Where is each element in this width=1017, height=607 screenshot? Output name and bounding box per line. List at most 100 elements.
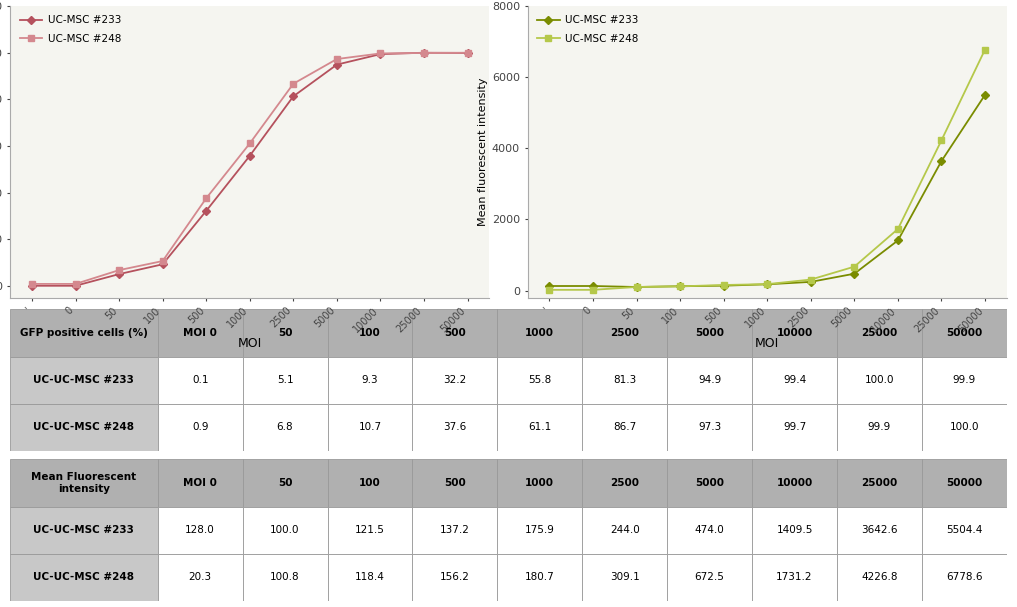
Bar [327,554,413,601]
Legend: UC-MSC #233, UC-MSC #248: UC-MSC #233, UC-MSC #248 [15,12,125,48]
Text: 32.2: 32.2 [443,375,467,385]
Bar [10,356,158,404]
Text: 25000: 25000 [861,328,898,338]
Text: Mean Fluorescent
intensity: Mean Fluorescent intensity [32,472,136,493]
Bar [158,356,243,404]
Text: 4226.8: 4226.8 [861,572,898,582]
Bar [413,507,497,554]
Bar [413,356,497,404]
Bar [837,404,922,451]
Bar [837,554,922,601]
Text: UC-UC-MSC #233: UC-UC-MSC #233 [34,375,134,385]
Bar [243,310,327,356]
Bar [158,507,243,554]
Text: 309.1: 309.1 [610,572,640,582]
Bar [413,554,497,601]
Text: 2500: 2500 [610,328,640,338]
Text: 99.4: 99.4 [783,375,806,385]
Text: 5504.4: 5504.4 [946,525,982,535]
Bar [327,404,413,451]
Bar [243,404,327,451]
Text: 100.0: 100.0 [864,375,894,385]
Bar [497,554,583,601]
Bar [583,507,667,554]
Text: 244.0: 244.0 [610,525,640,535]
Bar [158,554,243,601]
Text: 100.8: 100.8 [271,572,300,582]
Text: 137.2: 137.2 [440,525,470,535]
Bar [837,459,922,507]
Text: 86.7: 86.7 [613,422,637,432]
Bar [583,459,667,507]
Y-axis label: Mean fluorescent intensity: Mean fluorescent intensity [478,78,488,226]
Bar [497,356,583,404]
Bar [837,310,922,356]
Text: 10000: 10000 [776,478,813,488]
Text: 50000: 50000 [946,328,982,338]
Text: 5000: 5000 [696,478,724,488]
Legend: UC-MSC #233, UC-MSC #248: UC-MSC #233, UC-MSC #248 [533,12,643,48]
Text: 6.8: 6.8 [277,422,293,432]
Text: 50000: 50000 [946,478,982,488]
Text: UC-UC-MSC #248: UC-UC-MSC #248 [34,422,134,432]
Text: 100.0: 100.0 [271,525,300,535]
Bar [158,310,243,356]
Text: 128.0: 128.0 [185,525,215,535]
Text: 10000: 10000 [776,328,813,338]
Bar [497,310,583,356]
Bar [243,554,327,601]
Text: 5000: 5000 [696,328,724,338]
Text: 156.2: 156.2 [440,572,470,582]
Text: 121.5: 121.5 [355,525,384,535]
Text: 61.1: 61.1 [528,422,551,432]
Text: 10.7: 10.7 [358,422,381,432]
Text: 175.9: 175.9 [525,525,554,535]
Text: 118.4: 118.4 [355,572,384,582]
Text: 97.3: 97.3 [698,422,721,432]
Text: 81.3: 81.3 [613,375,637,385]
Bar [922,554,1007,601]
Text: 1000: 1000 [526,328,554,338]
Text: 94.9: 94.9 [698,375,721,385]
Text: 99.9: 99.9 [868,422,891,432]
Bar [753,356,837,404]
Text: 9.3: 9.3 [362,375,378,385]
Text: 20.3: 20.3 [188,572,212,582]
Text: 500: 500 [444,328,466,338]
Bar [753,404,837,451]
Text: 37.6: 37.6 [443,422,467,432]
Text: 50: 50 [278,478,292,488]
Text: UC-UC-MSC #248: UC-UC-MSC #248 [34,572,134,582]
Text: MOI 0: MOI 0 [183,478,217,488]
X-axis label: MOI: MOI [756,337,779,350]
Bar [753,507,837,554]
Bar [922,310,1007,356]
Text: 500: 500 [444,478,466,488]
Bar [753,554,837,601]
Bar [497,404,583,451]
Bar [327,310,413,356]
Text: 50: 50 [278,328,292,338]
Text: UC-UC-MSC #233: UC-UC-MSC #233 [34,525,134,535]
Bar [327,459,413,507]
Bar [243,356,327,404]
Text: 1000: 1000 [526,478,554,488]
Text: 99.7: 99.7 [783,422,806,432]
Bar [10,404,158,451]
Bar [922,459,1007,507]
Bar [10,310,158,356]
Bar [243,459,327,507]
Bar [583,310,667,356]
Bar [667,404,753,451]
Text: 1731.2: 1731.2 [776,572,813,582]
Bar [10,554,158,601]
Text: GFP positive cells (%): GFP positive cells (%) [20,328,147,338]
Bar [497,507,583,554]
Text: 100: 100 [359,478,380,488]
Text: 99.9: 99.9 [953,375,976,385]
Text: 0.9: 0.9 [192,422,208,432]
Bar [10,459,158,507]
Bar [667,356,753,404]
Bar [922,507,1007,554]
Bar [327,356,413,404]
